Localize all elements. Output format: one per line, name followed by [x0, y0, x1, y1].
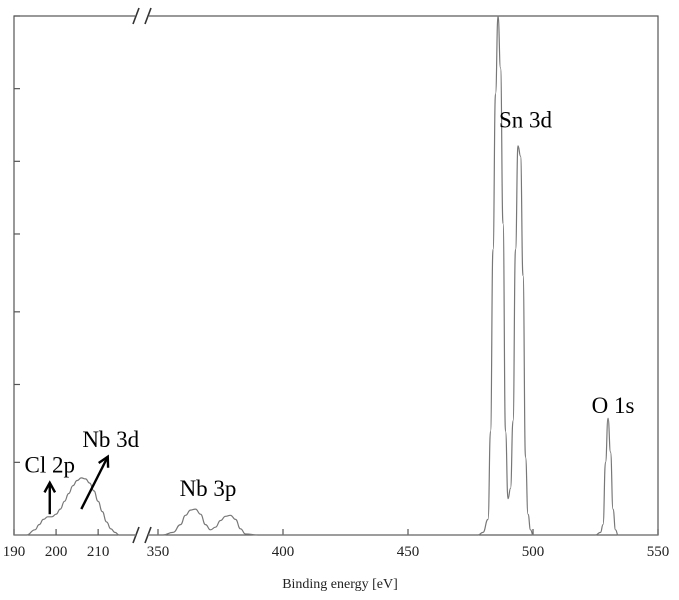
- spectrum-series: [14, 15, 658, 536]
- x-tick-label: 550: [647, 544, 670, 560]
- x-tick-label: 500: [522, 544, 545, 560]
- peak-label: Nb 3p: [180, 476, 237, 501]
- x-tick-label: 350: [147, 544, 170, 560]
- annotation-arrow: [80, 456, 109, 510]
- spectrum-line: [14, 477, 136, 536]
- annotation-arrowhead: [98, 454, 110, 468]
- plot-frame: [13, 15, 659, 536]
- break-gap: [135, 8, 149, 24]
- spectrum-line: [148, 15, 658, 536]
- x-ticks: 190 200 210 350 400 450 500 550: [3, 529, 670, 560]
- break-slash: [144, 7, 152, 25]
- axis-break-marks: [132, 7, 152, 544]
- peak-annotations: Cl 2p Nb 3d Nb 3p Sn 3d O 1s: [25, 108, 635, 515]
- x-tick-label: 400: [272, 544, 295, 560]
- y-ticks: [14, 15, 20, 463]
- break-gap: [135, 527, 149, 543]
- peak-label: Sn 3d: [499, 108, 553, 133]
- x-tick-label: 200: [45, 544, 68, 560]
- break-slash: [132, 7, 140, 25]
- x-axis-label: Binding energy [eV]: [282, 577, 398, 592]
- x-tick-label: 190: [3, 544, 26, 560]
- annotation-arrowhead: [43, 480, 57, 493]
- peak-label: O 1s: [592, 393, 635, 418]
- peak-label: Cl 2p: [25, 453, 75, 478]
- x-tick-label: 210: [87, 544, 110, 560]
- x-tick-label: 450: [397, 544, 420, 560]
- peak-label: Nb 3d: [82, 427, 139, 452]
